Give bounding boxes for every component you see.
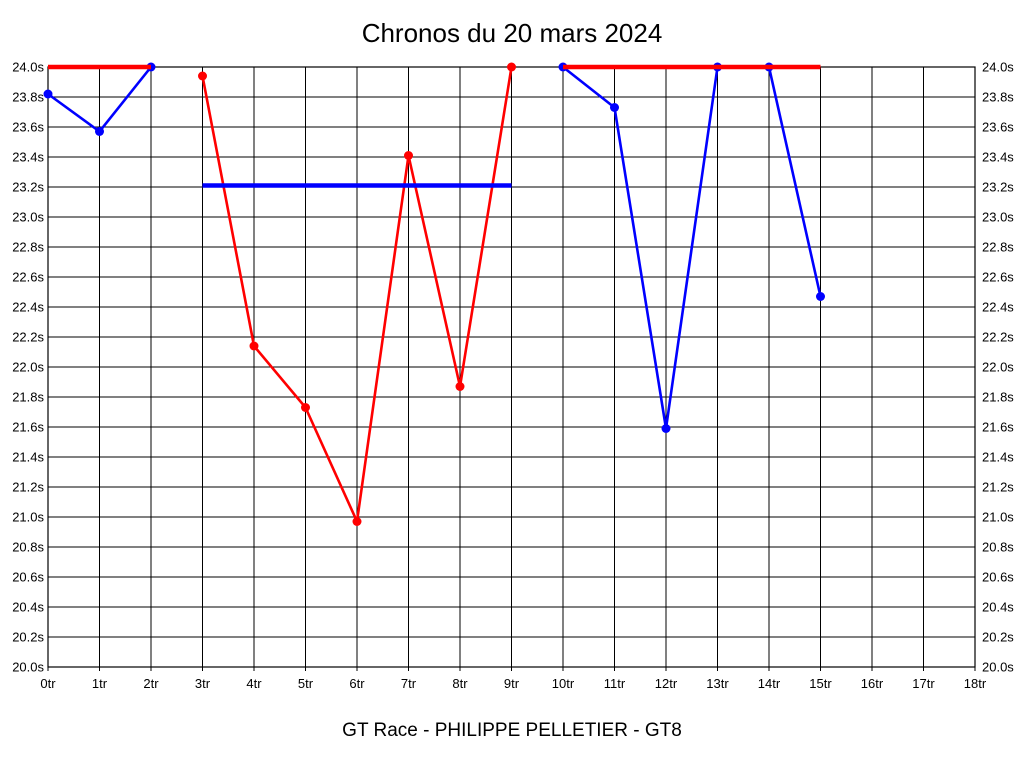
stint-1-lap-times-marker (43, 89, 53, 99)
y-tick-label-left: 21.4s (12, 450, 44, 465)
y-tick-label-left: 21.0s (12, 510, 44, 525)
y-tick-label-right: 22.8s (982, 240, 1014, 255)
series-stint-1-lap-times (43, 62, 156, 136)
x-tick-label: 15tr (809, 676, 832, 691)
y-tick-label-left: 23.6s (12, 120, 44, 135)
x-tick-label: 17tr (912, 676, 935, 691)
stint-2-lap-times-marker (198, 71, 207, 81)
y-tick-label-right: 20.8s (982, 540, 1014, 555)
y-tick-label-right: 23.0s (982, 210, 1014, 225)
y-tick-label-left: 22.6s (12, 270, 44, 285)
x-tick-label: 8tr (452, 676, 468, 691)
y-tick-label-right: 21.0s (982, 510, 1014, 525)
y-tick-label-right: 23.6s (982, 120, 1014, 135)
x-tick-label: 13tr (706, 676, 729, 691)
stint-3-lap-times-marker (661, 424, 671, 433)
y-tick-label-left: 20.6s (12, 570, 44, 585)
y-tick-label-right: 20.0s (982, 660, 1014, 675)
x-tick-label: 1tr (92, 676, 108, 691)
stint-1-lap-times-marker (95, 127, 104, 136)
stint-3-lap-times-marker (610, 103, 619, 112)
y-tick-label-left: 22.8s (12, 240, 44, 255)
x-tick-label: 3tr (195, 676, 211, 691)
y-tick-label-right: 24.0s (982, 60, 1014, 75)
y-tick-label-left: 21.6s (12, 420, 44, 435)
x-tick-label: 12tr (655, 676, 678, 691)
y-tick-label-right: 23.2s (982, 180, 1014, 195)
y-tick-label-left: 20.0s (12, 660, 44, 675)
x-tick-label: 11tr (604, 676, 626, 691)
x-tick-label: 16tr (861, 676, 884, 691)
y-tick-label-left: 21.2s (12, 480, 44, 495)
y-tick-label-left: 21.8s (12, 390, 44, 405)
y-tick-label-left: 22.0s (12, 360, 44, 375)
y-axis-labels-left: 24.0s 23.8s 23.6s 23.4s 23.2s 23.0s 22.8s 22.6s… (12, 60, 44, 675)
y-tick-label-right: 21.6s (982, 420, 1014, 435)
y-axis-labels-right: 24.0s 23.8s 23.6s 23.4s 23.2s 23.0s 22.8s 22.6s… (982, 60, 1014, 675)
y-tick-label-left: 20.8s (12, 540, 44, 555)
stint-3-lap-times-marker (816, 292, 825, 301)
x-tick-label: 9tr (504, 676, 520, 691)
y-tick-label-right: 21.2s (982, 480, 1014, 495)
y-tick-label-left: 23.0s (12, 210, 44, 225)
x-tick-label: 2tr (143, 676, 159, 691)
y-tick-label-right: 21.8s (982, 390, 1014, 405)
y-tick-label-left: 20.2s (12, 630, 44, 645)
y-tick-label-left: 24.0s (12, 60, 44, 75)
x-tick-label: 4tr (246, 676, 262, 691)
y-tick-label-right: 22.0s (982, 360, 1014, 375)
y-tick-label-right: 23.4s (982, 150, 1014, 165)
chart-subtitle: GT Race - PHILIPPE PELLETIER - GT8 (342, 720, 682, 741)
x-axis-labels: 0tr 1tr 2tr 3tr 4tr 5tr 6tr 7tr 8tr 9tr 10tr 11tr 12… (40, 676, 986, 691)
series-stint-2-lap-times (198, 62, 516, 526)
stint-3-lap-times-line (562, 65, 822, 430)
x-tick-label: 0tr (40, 676, 56, 691)
x-tick-label: 10tr (552, 676, 575, 691)
x-tick-label: 7tr (401, 676, 417, 691)
stint-2-lap-times-marker (301, 403, 310, 412)
y-tick-label-right: 22.4s (982, 300, 1014, 315)
stint-2-lap-times-marker (404, 151, 413, 160)
x-tick-label: 6tr (349, 676, 365, 691)
y-tick-label-right: 22.6s (982, 270, 1014, 285)
y-tick-label-right: 22.2s (982, 330, 1014, 345)
stint-2-lap-times-marker (507, 62, 516, 72)
y-tick-label-right: 20.6s (982, 570, 1014, 585)
y-tick-label-left: 22.2s (12, 330, 44, 345)
y-tick-label-left: 23.4s (12, 150, 44, 165)
y-tick-label-left: 23.8s (12, 90, 44, 105)
y-tick-label-right: 20.2s (982, 630, 1014, 645)
stint-2-lap-times-marker (249, 341, 259, 351)
stint-2-lap-times-marker (455, 382, 465, 391)
x-tick-label: 5tr (298, 676, 314, 691)
x-tick-label: 18tr (964, 676, 987, 691)
y-tick-label-right: 21.4s (982, 450, 1014, 465)
y-tick-label-left: 20.4s (12, 600, 44, 615)
x-tick-label: 14tr (758, 676, 781, 691)
y-tick-label-left: 23.2s (12, 180, 44, 195)
chart-title: Chronos du 20 mars 2024 (361, 18, 663, 48)
y-tick-label-left: 22.4s (12, 300, 44, 315)
y-tick-label-right: 23.8s (982, 90, 1014, 105)
plot-grid (47, 66, 976, 671)
stint-2-lap-times-marker (352, 517, 362, 526)
series-stint-3-lap-times (558, 62, 825, 433)
y-tick-label-right: 20.4s (982, 600, 1014, 615)
